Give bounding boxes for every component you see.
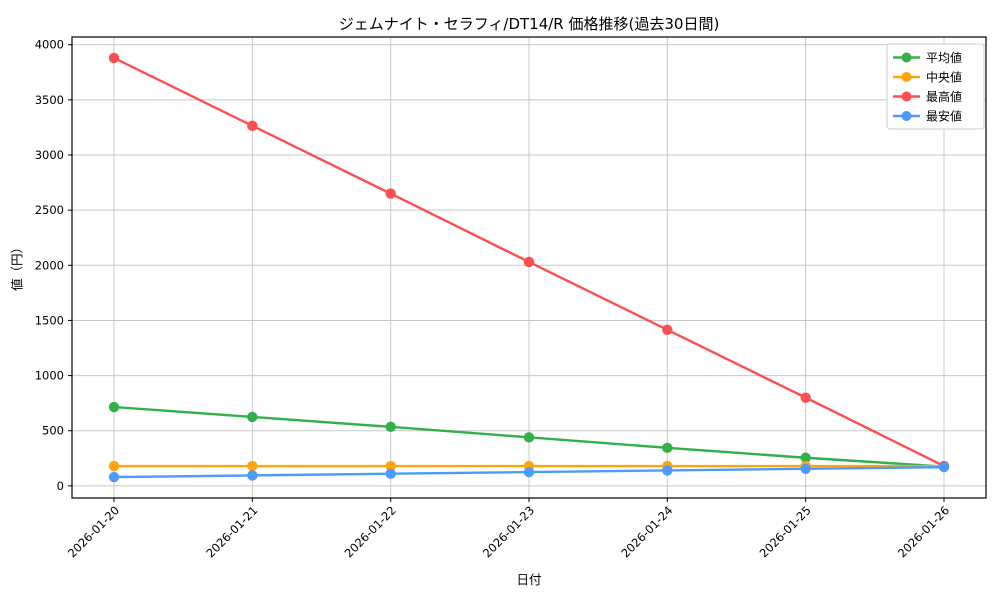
y-tick-label: 2000	[35, 258, 64, 272]
legend-sample-marker	[901, 111, 912, 121]
series-marker	[523, 256, 535, 268]
y-tick-label: 2500	[35, 203, 64, 217]
series-marker	[662, 324, 673, 336]
legend-label: 最安値	[926, 109, 962, 124]
y-tick-label: 4000	[35, 38, 64, 52]
series-marker	[662, 442, 673, 454]
y-tick-label: 3500	[35, 93, 64, 107]
y-tick-label: 3000	[35, 148, 64, 162]
legend-sample-marker	[901, 91, 912, 102]
series-marker	[662, 465, 673, 476]
series-marker	[247, 411, 258, 423]
legend-sample-marker	[901, 52, 912, 63]
series-marker	[523, 466, 535, 478]
series-marker	[385, 188, 396, 199]
series-marker	[108, 460, 120, 472]
series-marker	[108, 52, 120, 64]
series-marker	[108, 471, 120, 483]
x-tick-label: 2026-01-25	[757, 503, 814, 560]
series-marker	[247, 460, 258, 472]
series-marker	[385, 460, 396, 472]
x-tick-label: 2026-01-22	[342, 503, 399, 560]
chart-title: ジェムナイト・セラフィ/DT14/R 価格推移(過去30日間)	[338, 15, 720, 33]
series-marker	[800, 392, 811, 403]
legend-label: 平均値	[926, 50, 962, 65]
y-tick-label: 1500	[35, 313, 64, 327]
series-marker	[108, 401, 120, 413]
series-marker	[523, 432, 535, 443]
x-tick-label: 2026-01-24	[618, 503, 675, 560]
series-marker	[247, 120, 258, 131]
series-marker	[385, 421, 396, 433]
series-marker	[800, 452, 811, 463]
series-marker	[385, 468, 396, 479]
x-tick-label: 2026-01-20	[65, 503, 122, 560]
y-tick-label: 0	[57, 479, 64, 493]
x-tick-label: 2026-01-21	[203, 503, 260, 560]
x-axis-label: 日付	[516, 572, 542, 587]
y-tick-label: 1000	[35, 369, 64, 383]
series-marker	[247, 470, 258, 481]
legend-box	[886, 43, 985, 130]
x-tick-label: 2026-01-26	[895, 503, 952, 560]
legend-sample-marker	[901, 72, 912, 82]
y-tick-label: 500	[42, 424, 64, 438]
legend-label: 中央値	[926, 70, 962, 85]
series-marker	[800, 463, 811, 474]
y-axis-label: 値（円）	[9, 240, 25, 292]
legend-label: 最高値	[926, 89, 962, 104]
x-tick-label: 2026-01-23	[480, 503, 537, 560]
series-marker	[938, 461, 950, 473]
